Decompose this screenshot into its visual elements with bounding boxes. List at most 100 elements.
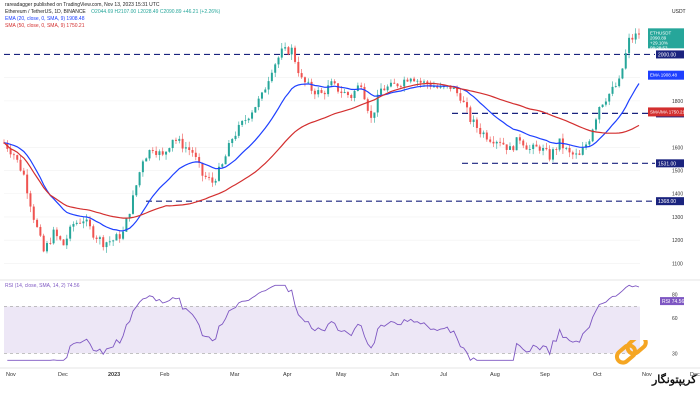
time-tick-label: 2023 xyxy=(108,372,120,378)
price-tick-label: 1600 xyxy=(672,145,683,151)
candle-body xyxy=(297,61,300,74)
rsi-tick-label: 30 xyxy=(672,351,678,357)
candle-body xyxy=(360,85,363,87)
price-badge-label: EMA 1908.48 xyxy=(650,73,678,78)
candle-body xyxy=(59,236,62,240)
candle-body xyxy=(558,138,561,150)
price-badge-label: ETHUSDT xyxy=(650,30,672,35)
candle-body xyxy=(370,110,373,118)
candle-body xyxy=(492,141,495,144)
candle-body xyxy=(423,81,426,83)
price-tick-label: 1500 xyxy=(672,169,683,175)
candle-body xyxy=(472,119,475,122)
candle-body xyxy=(518,137,521,141)
candle-body xyxy=(19,159,22,171)
candle-body xyxy=(12,154,15,156)
candle-body xyxy=(340,91,343,94)
candle-body xyxy=(591,129,594,142)
candle-body xyxy=(55,229,58,237)
candle-body xyxy=(588,141,591,145)
candle-body xyxy=(403,79,406,87)
candle-body xyxy=(92,226,95,238)
candle-body xyxy=(148,150,151,159)
candle-body xyxy=(251,112,254,119)
candle-body xyxy=(376,94,379,113)
candle-body xyxy=(350,95,353,99)
candle-body xyxy=(69,226,72,239)
candle-body xyxy=(618,78,621,87)
time-tick-label: Feb xyxy=(160,372,169,378)
candle-body xyxy=(532,144,535,150)
candle-body xyxy=(36,219,39,227)
candle-body xyxy=(128,213,131,219)
author-line: rareadagger published on TradingView.com… xyxy=(5,2,160,8)
candle-body xyxy=(505,144,508,150)
candle-body xyxy=(413,78,416,82)
candle-body xyxy=(284,47,287,49)
candle-body xyxy=(241,121,244,125)
candle-body xyxy=(585,144,588,148)
candle-body xyxy=(155,150,158,155)
price-tick-label: 1100 xyxy=(672,261,683,267)
ema-legend: EMA (20, close, 0, SMA, 9) 1908.48 xyxy=(5,16,85,22)
candle-body xyxy=(525,145,528,150)
candle-body xyxy=(456,87,459,94)
candle-body xyxy=(337,83,340,92)
candle-body xyxy=(161,151,164,155)
symbol-name: Ethereum / TetherUS, 1D, BINANCE xyxy=(5,9,86,15)
candle-body xyxy=(26,174,29,194)
candle-body xyxy=(303,77,306,83)
candle-body xyxy=(346,92,349,96)
candle-body xyxy=(621,68,624,79)
candle-body xyxy=(29,193,32,207)
candle-body xyxy=(327,85,330,95)
candle-body xyxy=(634,33,637,40)
candle-body xyxy=(237,124,240,136)
price-badge xyxy=(648,70,684,80)
candle-body xyxy=(383,88,386,91)
candle-body xyxy=(343,92,346,94)
time-tick-label: Jul xyxy=(440,372,447,378)
candle-body xyxy=(165,151,168,155)
candle-body xyxy=(628,37,631,54)
candle-body xyxy=(482,132,485,135)
candle-body xyxy=(257,98,260,108)
candle-body xyxy=(224,156,227,165)
candle-body xyxy=(290,47,293,55)
candle-body xyxy=(260,92,263,99)
time-tick-label: May xyxy=(336,372,347,378)
candle-body xyxy=(637,33,640,35)
price-badge xyxy=(648,107,684,117)
candle-body xyxy=(515,137,518,151)
candle-body xyxy=(363,86,366,100)
candle-body xyxy=(217,166,220,181)
candle-body xyxy=(267,81,270,90)
candle-body xyxy=(538,146,541,151)
candle-body xyxy=(598,106,601,120)
candle-body xyxy=(79,222,82,224)
candle-body xyxy=(310,81,313,91)
candle-body xyxy=(469,107,472,122)
candle-body xyxy=(208,176,211,178)
candle-body xyxy=(171,139,174,149)
candle-body xyxy=(254,107,257,113)
candle-body xyxy=(512,146,515,151)
candle-body xyxy=(62,239,65,246)
candle-body xyxy=(227,143,230,157)
candle-body xyxy=(436,86,439,88)
candle-body xyxy=(522,140,525,146)
candle-body xyxy=(75,222,78,224)
candle-body xyxy=(184,147,187,149)
level-label: 1531.00 xyxy=(658,161,676,167)
candle-body xyxy=(178,138,181,141)
candle-body xyxy=(356,85,359,91)
candle-body xyxy=(16,155,19,160)
candle-body xyxy=(502,142,505,145)
candle-body xyxy=(495,141,498,144)
candle-body xyxy=(475,119,478,128)
candle-body xyxy=(578,153,581,155)
price-badge-label: SMA/MA 1750.21 xyxy=(650,109,686,114)
